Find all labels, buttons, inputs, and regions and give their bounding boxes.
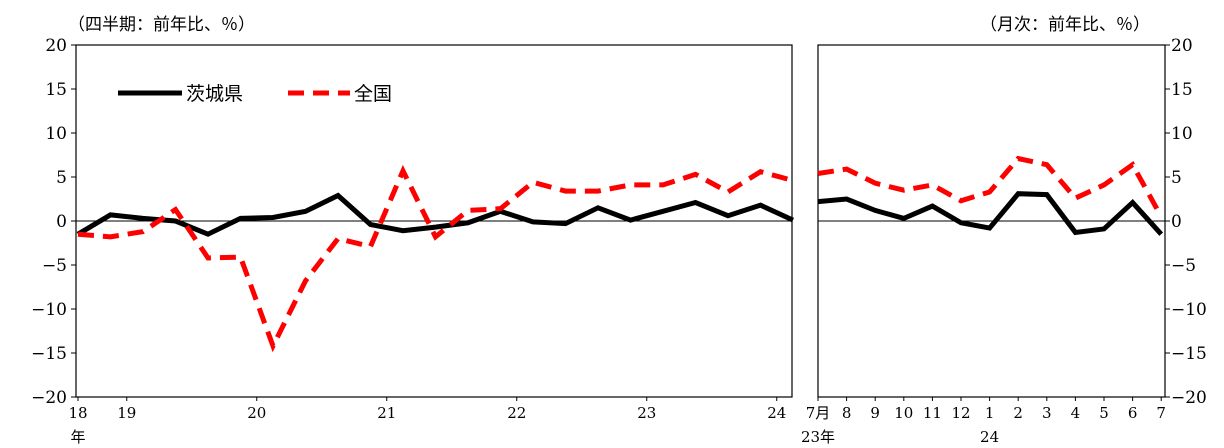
x-tick-label: 5: [1099, 404, 1109, 422]
x-tick-label: 7: [1156, 404, 1166, 422]
x-tick-sublabel: 年: [70, 428, 85, 446]
series-national-line: [817, 155, 1164, 218]
y-tick-label: 0: [56, 212, 67, 232]
y-tick-label: −5: [1171, 256, 1196, 276]
x-tick-sublabel: 23年: [801, 428, 835, 446]
y-tick-label: −20: [31, 388, 67, 408]
legend: 茨城県 全国: [118, 83, 392, 105]
y-tick-label: 0: [1171, 212, 1182, 232]
y-tick-label: −15: [31, 344, 67, 364]
x-tick-label: 6: [1128, 404, 1138, 422]
y-tick-label: 15: [1171, 80, 1193, 100]
x-tick-label: 19: [117, 404, 136, 422]
y-tick-label: 20: [45, 36, 67, 56]
series-ibaraki-line: [817, 191, 1164, 236]
x-tick-label: 20: [247, 404, 266, 422]
x-tick-sublabel: 24: [980, 428, 999, 446]
x-tick-label: 22: [507, 404, 526, 422]
y-tick-label: 20: [1171, 36, 1193, 56]
x-tick-label: 9: [870, 404, 880, 422]
y-tick-label: 10: [1171, 124, 1193, 144]
x-tick-label: 24: [767, 404, 786, 422]
x-tick-label: 7月: [806, 404, 831, 422]
legend-ibaraki-label: 茨城県: [186, 83, 243, 105]
y-tick-label: 5: [56, 168, 67, 188]
x-tick-label: 23: [637, 404, 656, 422]
y-tick-label: −10: [1171, 300, 1207, 320]
x-tick-label: 10: [894, 404, 913, 422]
y-tick-label: 10: [45, 124, 67, 144]
unit-label: （四半期：前年比、％）: [68, 15, 255, 35]
y-tick-label: 5: [1171, 168, 1182, 188]
x-tick-label: 1: [985, 404, 995, 422]
x-tick-label: 12: [951, 404, 970, 422]
series-national-line: [77, 164, 794, 353]
x-tick-label: 18: [68, 404, 87, 422]
x-tick-label: 2: [1013, 404, 1023, 422]
x-tick-label: 3: [1042, 404, 1052, 422]
x-tick-label: 8: [842, 404, 852, 422]
series-ibaraki-line: [76, 192, 795, 237]
unit-label: （月次：前年比、％）: [980, 15, 1150, 35]
x-tick-label: 11: [923, 404, 942, 422]
y-tick-label: −10: [31, 300, 67, 320]
y-tick-label: 15: [45, 80, 67, 100]
x-tick-label: 21: [377, 404, 396, 422]
x-tick-label: 4: [1071, 404, 1081, 422]
y-tick-label: −5: [42, 256, 67, 276]
y-tick-label: −15: [1171, 344, 1207, 364]
y-tick-label: −20: [1171, 388, 1207, 408]
legend-national-label: 全国: [354, 83, 392, 105]
